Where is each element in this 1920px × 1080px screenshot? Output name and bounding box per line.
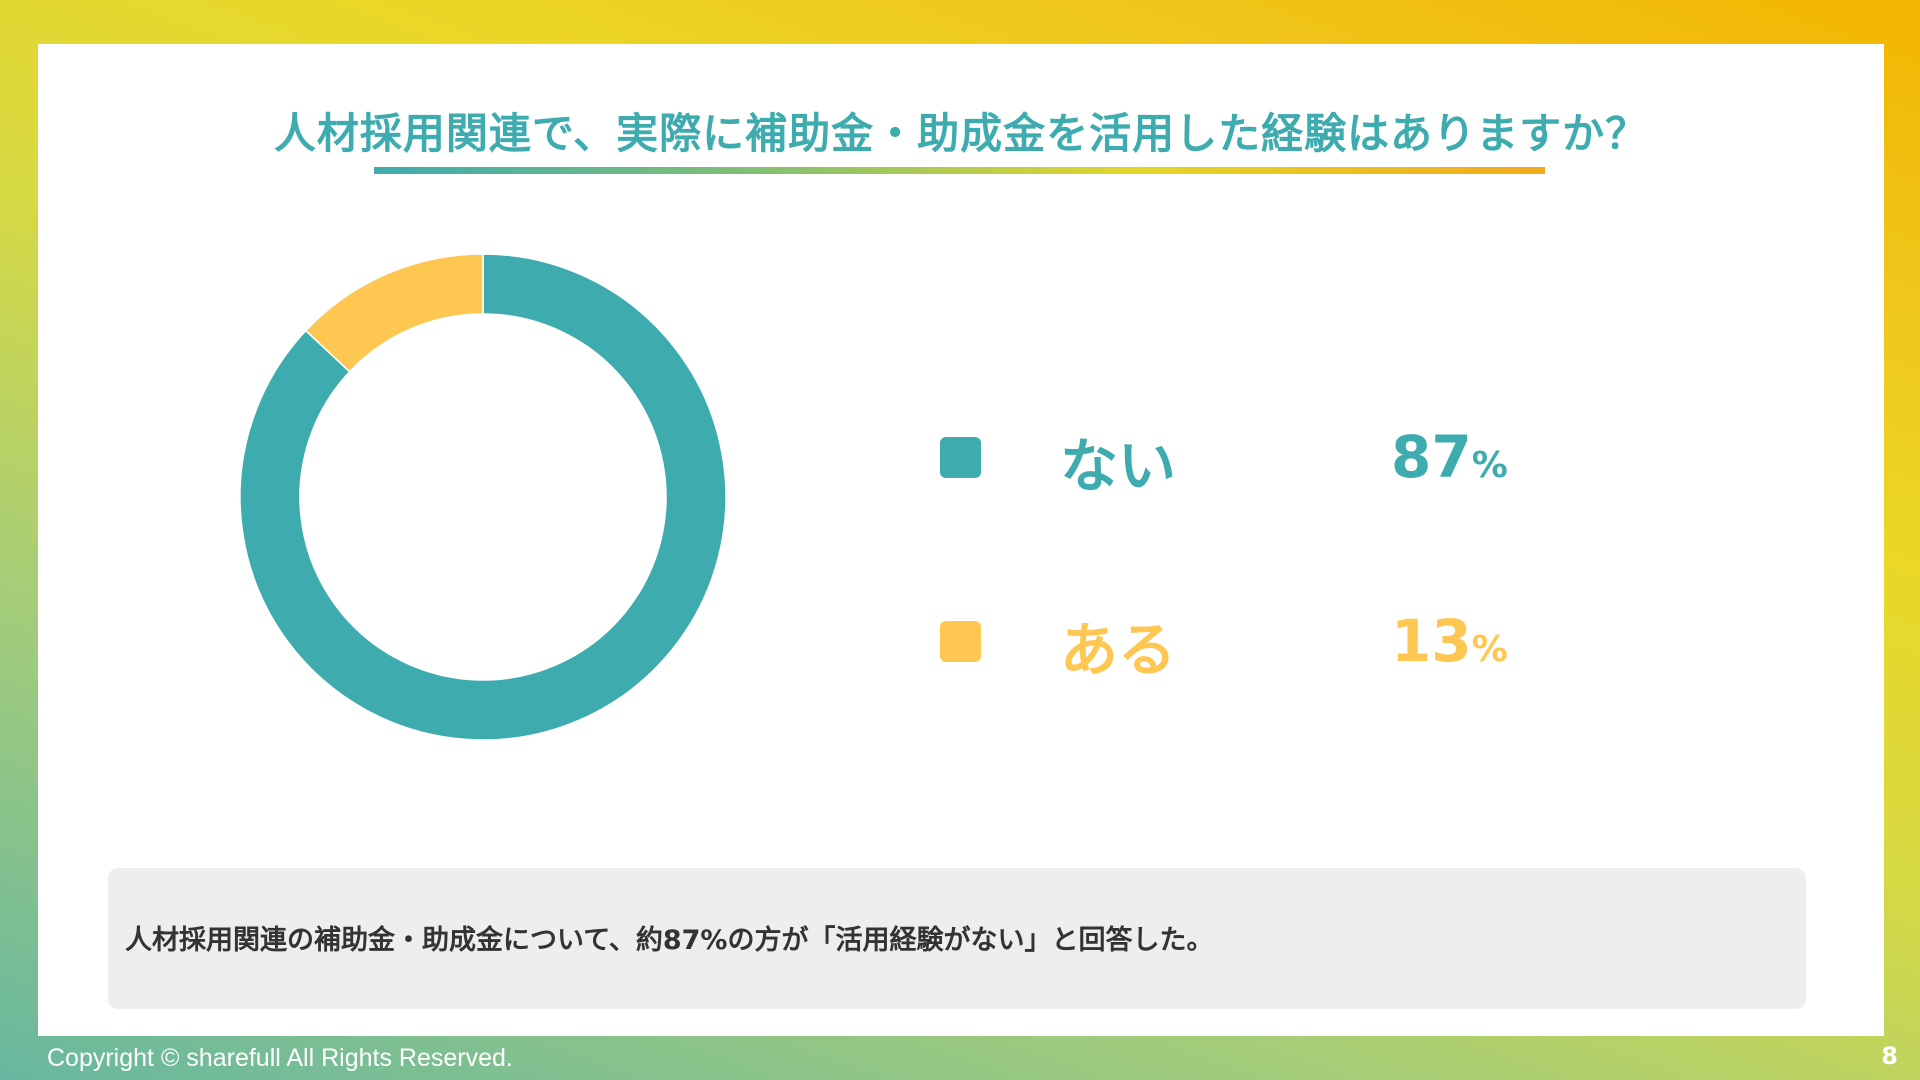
legend-item-nai: ない 87% [940,423,1508,500]
legend-value: 87% [1391,423,1508,491]
summary-box: 人材採用関連の補助金・助成金について、約87%の方が「活用経験がない」と回答した… [108,868,1806,1009]
summary-text: 人材採用関連の補助金・助成金について、約87%の方が「活用経験がない」と回答した… [125,925,1214,956]
donut-segment-0 [239,253,727,741]
legend-label: ある [1060,616,1177,684]
donut-chart [239,253,727,741]
title-underline [374,167,1545,174]
legend-label: ない [1060,432,1177,500]
legend-value-unit: % [1471,629,1508,670]
slide-panel: 人材採用関連で、実際に補助金・助成金を活用した経験はありますか？ ない 87% … [38,44,1884,1036]
page-number: 8 [1881,1042,1898,1070]
square-swatch-icon [940,620,981,662]
slide-title: 人材採用関連で、実際に補助金・助成金を活用した経験はありますか？ [273,109,1649,158]
legend-value-unit: % [1471,445,1508,486]
legend-item-aru: ある 13% [940,607,1508,684]
legend-value: 13% [1391,607,1508,675]
copyright-text: Copyright © sharefull All Rights Reserve… [47,1044,513,1072]
square-swatch-icon [940,436,981,478]
donut-segment-1 [304,253,484,373]
legend-value-number: 13 [1391,607,1472,675]
legend-value-number: 87 [1391,423,1472,491]
